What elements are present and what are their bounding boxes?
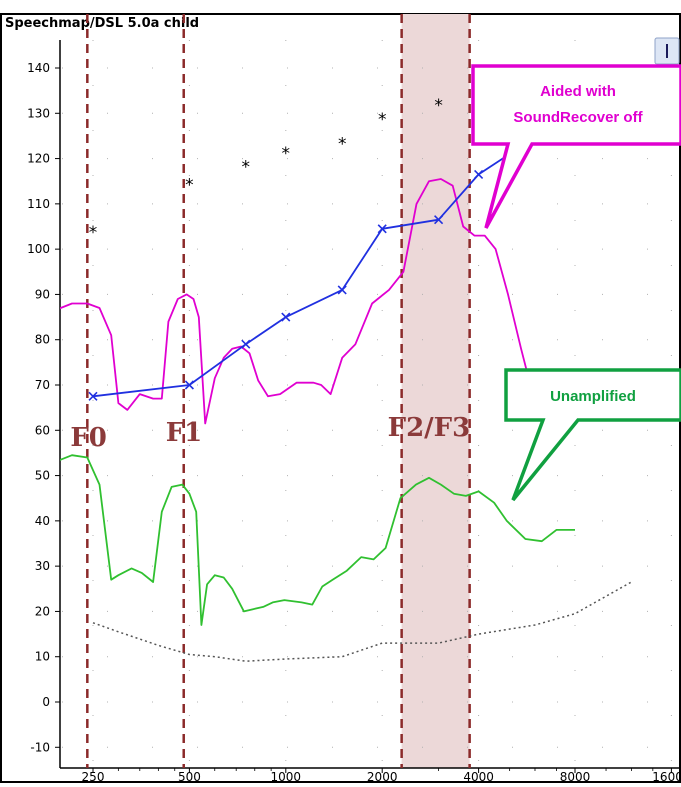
target-point xyxy=(281,312,291,322)
series-line-4 xyxy=(92,581,632,662)
y-tick-label: 50 xyxy=(35,469,50,483)
y-tick-label: 120 xyxy=(27,152,50,166)
series-line-1 xyxy=(60,454,575,626)
x-tick-label: 8000 xyxy=(560,770,591,783)
target-point xyxy=(474,169,484,179)
formant-label-layer: F0 F1 F2/F3 xyxy=(70,413,470,453)
y-tick-label: 140 xyxy=(27,61,50,75)
y-tick-label: 110 xyxy=(27,197,50,211)
y-tick-label: 30 xyxy=(35,559,50,573)
y-tick-label: 80 xyxy=(35,333,50,347)
aided-callout-line1: Aided with xyxy=(540,83,616,100)
x-tick-label: 2000 xyxy=(367,770,398,783)
x-tick-label: 4000 xyxy=(463,770,494,783)
target-point xyxy=(241,339,251,349)
ucl-point: * xyxy=(89,223,98,243)
formant-line-layer xyxy=(86,14,471,768)
y-tick-label: 20 xyxy=(35,604,50,618)
formant-band-f2-f3 xyxy=(401,14,470,768)
target-point xyxy=(377,224,387,234)
target-point xyxy=(337,285,347,295)
y-tick-label: 130 xyxy=(27,106,50,120)
x-tick-label: 500 xyxy=(178,770,201,783)
target-point xyxy=(184,380,194,390)
unamplified-callout: Unamplified xyxy=(504,368,681,502)
y-tick-label: 60 xyxy=(35,423,50,437)
aided-callout: Aided with SoundRecover off xyxy=(471,64,681,229)
formant-label-f2-f3: F2/F3 xyxy=(388,413,471,443)
x-tick-label: 16000 xyxy=(652,770,681,783)
y-tick-label: 0 xyxy=(42,695,50,709)
ucl-point: * xyxy=(185,175,194,195)
y-tick-label: 100 xyxy=(27,242,50,256)
chart-title: Speechmap/DSL 5.0a child xyxy=(5,16,199,31)
unamplified-callout-text: Unamplified xyxy=(550,388,636,405)
formant-band-layer xyxy=(401,14,470,768)
y-tick-label: 40 xyxy=(35,514,50,528)
formant-label-f1: F1 xyxy=(166,418,203,448)
ucl-point: * xyxy=(242,157,251,177)
target-point xyxy=(88,391,98,401)
ucl-point: * xyxy=(338,135,347,155)
target-point xyxy=(434,215,444,225)
ucl-point: * xyxy=(282,144,291,164)
scrollbar-thumb-icon[interactable] xyxy=(654,37,680,65)
series-line-0 xyxy=(60,178,534,425)
y-tick-label: 10 xyxy=(35,650,50,664)
y-tick-label: 70 xyxy=(35,378,50,392)
x-tick-label: 250 xyxy=(82,770,105,783)
formant-label-f0: F0 xyxy=(70,423,107,453)
axis-layer: -10 0 10 20 30 40 50 60 70 80 90 100 110 120 130 140 250… xyxy=(27,40,681,784)
y-tick-label: -10 xyxy=(30,740,50,754)
aided-callout-line2: SoundRecover off xyxy=(513,109,643,126)
x-tick-label: 1000 xyxy=(271,770,302,783)
ucl-point: * xyxy=(378,110,387,130)
y-tick-label: 90 xyxy=(35,287,50,301)
ucl-point: * xyxy=(434,96,443,116)
